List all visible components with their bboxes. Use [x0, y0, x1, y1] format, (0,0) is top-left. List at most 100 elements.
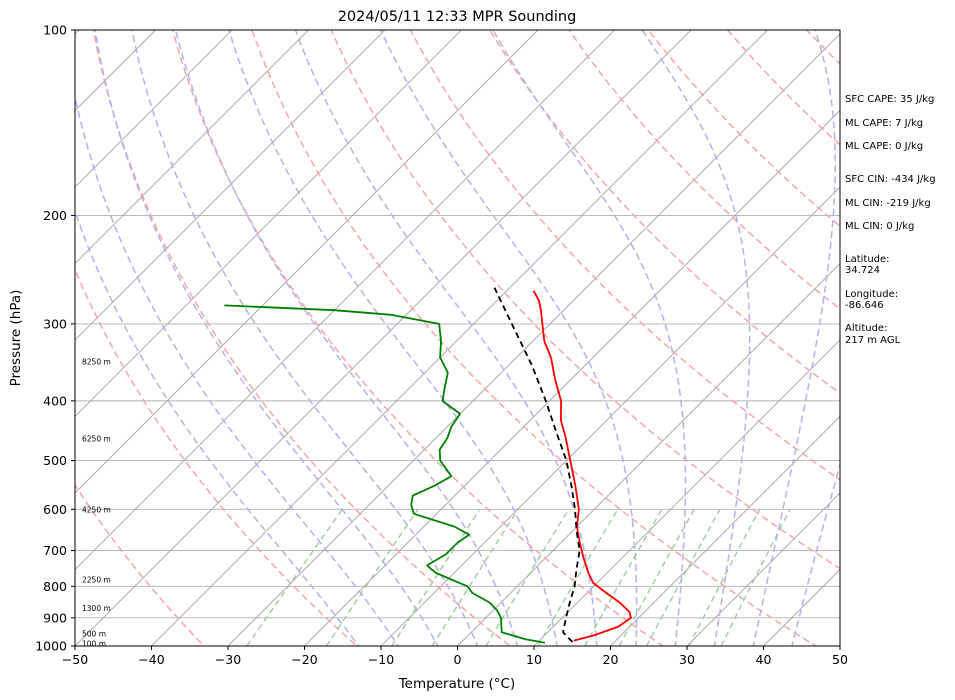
y-axis-ticks: 100 200 300 400 500 600 700 800 900 1000	[35, 23, 75, 654]
moist-adiabat-line	[228, 30, 558, 646]
dry-adiabat-line	[567, 30, 840, 310]
annotation-altitude-label: Altitude:	[845, 323, 887, 334]
dry-adiabat-line	[171, 30, 665, 646]
x-tick-label: 30	[679, 652, 695, 667]
isotherm-line	[75, 30, 157, 112]
y-tick-label: 100	[43, 23, 67, 38]
y-tick-label: 800	[43, 579, 67, 594]
isotherm-line	[75, 30, 310, 265]
y-tick-label: 1000	[35, 639, 67, 654]
dry-adiabat-line	[488, 30, 840, 395]
annotation-ml-cape-1: ML CAPE: 7 J/kg	[845, 118, 923, 129]
annotation-sfc-cin: SFC CIN: -434 J/kg	[845, 174, 936, 185]
x-tick-label: 20	[603, 652, 619, 667]
mixing-ratio-line	[246, 508, 343, 646]
dry-adiabat-line	[935, 2, 955, 659]
moist-adiabat-line	[791, 461, 840, 646]
x-tick-label: −40	[138, 652, 164, 667]
moist-adiabat-line	[94, 30, 439, 646]
y-tick-label: 600	[43, 502, 67, 517]
dry-adiabat-line	[92, 30, 512, 646]
dry-adiabat-line	[75, 483, 205, 646]
y-tick-label: 200	[43, 208, 67, 223]
x-tick-label: −30	[215, 652, 241, 667]
moist-adiabat-lines	[75, 30, 840, 646]
moist-adiabat-line	[131, 30, 479, 646]
mixing-ratio-line	[325, 508, 419, 646]
temperature-line	[532, 290, 632, 642]
isotherm-line	[75, 30, 463, 418]
chart-title: 2024/05/11 12:33 MPR Sounding	[338, 9, 577, 25]
plot-frame	[74, 29, 841, 647]
moist-adiabat-line	[294, 30, 598, 646]
isotherm-line	[75, 30, 386, 341]
mixing-ratio-lines	[246, 508, 791, 646]
isotherm-line	[380, 186, 840, 646]
mixing-ratio-line	[537, 508, 619, 646]
isotherm-line	[533, 339, 840, 646]
annotation-longitude-value: -86.646	[845, 300, 884, 311]
moist-adiabat-line	[641, 30, 751, 646]
isotherm-line	[686, 492, 840, 646]
moist-adiabat-line	[174, 30, 519, 646]
y-tick-label: 500	[43, 453, 67, 468]
height-label: 500 m	[82, 630, 106, 639]
x-axis-label: Temperature (°C)	[398, 676, 516, 692]
x-tick-label: −20	[291, 652, 317, 667]
isotherm-lines	[75, 30, 840, 646]
annotation-altitude-value: 217 m AGL	[845, 335, 901, 346]
isotherm-line	[75, 30, 616, 571]
height-label: 6250 m	[82, 434, 111, 443]
height-label: 4250 m	[82, 505, 111, 514]
dry-adiabat-lines	[75, 2, 955, 659]
dry-adiabat-line	[251, 30, 818, 646]
y-axis-label: Pressure (hPa)	[8, 290, 24, 387]
annotation-ml-cin-1: ML CIN: -219 J/kg	[845, 198, 931, 209]
height-label: 8250 m	[82, 357, 111, 366]
y-tick-label: 900	[43, 610, 67, 625]
height-label: 100 m	[82, 639, 106, 648]
isotherm-line	[75, 30, 539, 494]
height-label: 2250 m	[82, 576, 111, 585]
annotation-ml-cin-2: ML CIN: 0 J/kg	[845, 221, 914, 232]
isotherm-line	[75, 30, 233, 188]
pressure-gridlines	[75, 30, 840, 646]
dewpoint-line	[224, 304, 546, 644]
isotherm-line	[456, 262, 840, 646]
annotation-latitude-value: 34.724	[845, 265, 880, 276]
x-tick-label: 40	[756, 652, 772, 667]
annotation-longitude-label: Longitude:	[845, 289, 898, 300]
mixing-ratio-line	[720, 508, 791, 646]
mixing-ratio-line	[618, 508, 695, 646]
mixing-ratio-line	[391, 508, 481, 646]
moist-adiabat-line	[752, 30, 837, 646]
annotation-ml-cape-2: ML CAPE: 0 J/kg	[845, 141, 923, 152]
stats-annotations: SFC CAPE: 35 J/kg ML CAPE: 7 J/kg ML CAP…	[845, 94, 936, 346]
x-tick-label: 0	[454, 652, 462, 667]
isotherm-line	[303, 109, 840, 646]
moist-adiabat-line	[75, 93, 399, 646]
mixing-ratio-line	[485, 508, 570, 646]
isotherm-line	[150, 30, 769, 646]
annotation-latitude-label: Latitude:	[845, 254, 890, 265]
mixing-ratio-line	[688, 508, 761, 646]
y-tick-label: 700	[43, 543, 67, 558]
x-tick-label: 10	[526, 652, 542, 667]
x-axis-ticks: −50 −40 −30 −20 −10 0 10 20 30 40 50	[62, 646, 848, 667]
y-tick-label: 300	[43, 316, 67, 331]
x-tick-label: 50	[832, 652, 848, 667]
isotherm-line	[609, 415, 840, 646]
y-tick-label: 400	[43, 393, 67, 408]
moist-adiabat-line	[75, 209, 360, 646]
parcel-path-line	[493, 287, 581, 643]
sounding-series	[224, 287, 632, 644]
x-tick-label: −10	[368, 652, 394, 667]
x-tick-label: −50	[62, 652, 88, 667]
mixing-ratio-line	[584, 508, 663, 646]
dry-adiabat-line	[75, 267, 359, 646]
height-label: 1300 m	[82, 604, 111, 613]
mixing-ratio-line	[431, 508, 519, 646]
